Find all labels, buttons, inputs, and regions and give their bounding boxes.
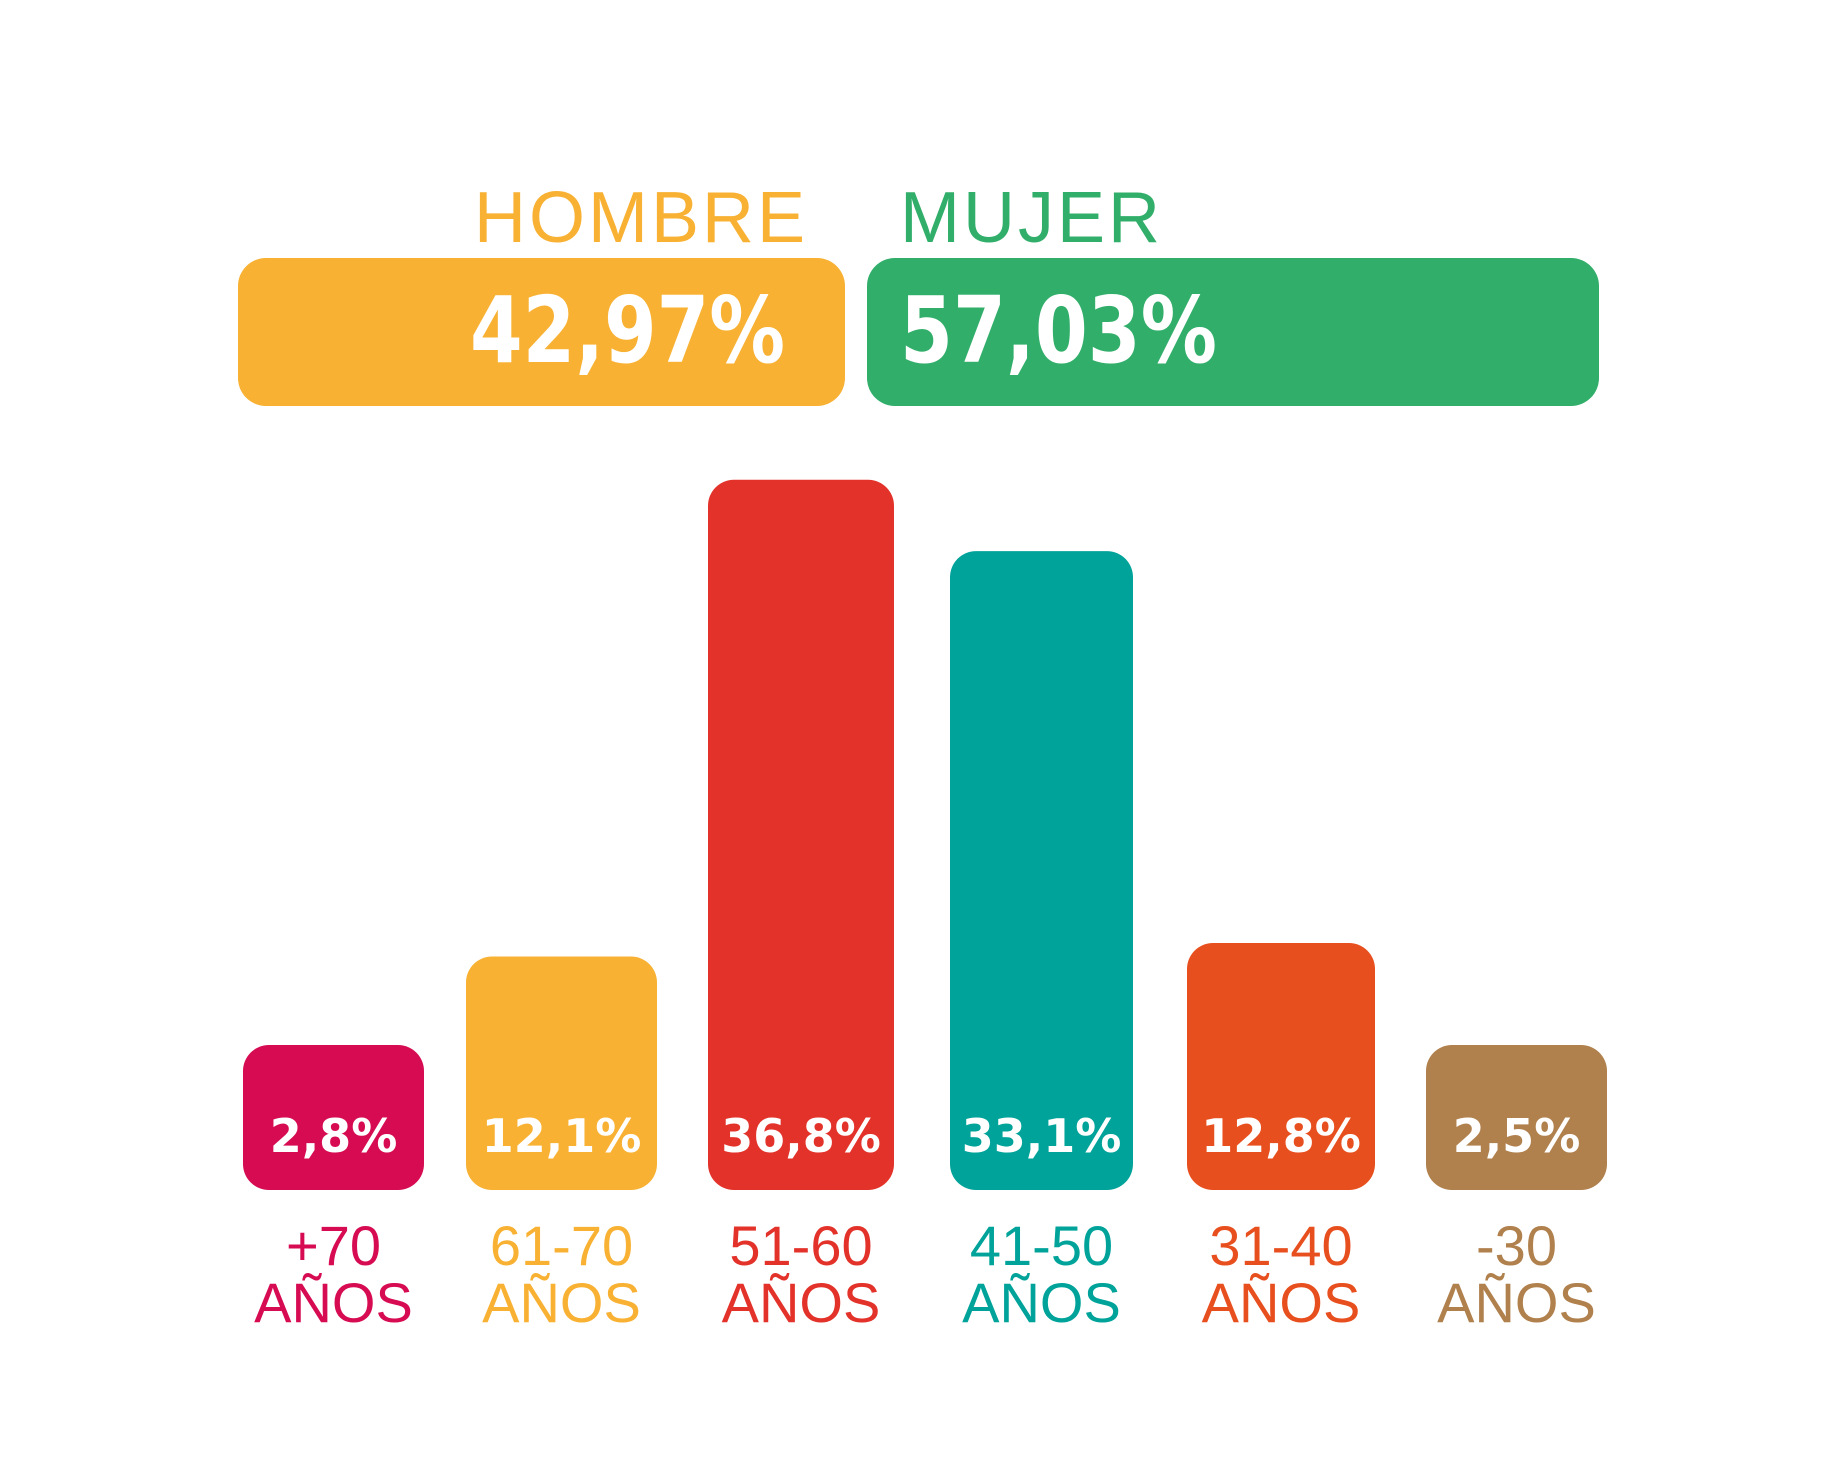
male-label: HOMBRE [474, 178, 808, 258]
category-label-31-40: 31-40 AÑOS [1202, 1214, 1361, 1334]
category-label-41-50: 41-50 AÑOS [962, 1214, 1121, 1334]
category-label-51-60: 51-60 AÑOS [722, 1214, 881, 1334]
male-percentage-bar [238, 258, 845, 406]
male-percentage-value: 42,97% [470, 277, 785, 384]
age-bars [243, 479, 1607, 1190]
value-label-30: 2,5% [1453, 1109, 1581, 1163]
age-value-labels: 2,8% 12,1% 36,8% 33,1% 12,8% 2,5% [270, 1109, 1581, 1163]
female-label: MUJER [900, 178, 1163, 258]
age-category-labels: +70 AÑOS 61-70 AÑOS 51-60 AÑOS 41-50 AÑOS 31-40 A… [254, 1214, 1596, 1334]
gender-split: HOMBRE MUJER 42,97% 57,03% [238, 178, 1599, 406]
bar-70 [243, 1045, 424, 1190]
value-label-51-60: 36,8% [721, 1109, 881, 1163]
female-percentage-value: 57,03% [900, 277, 1217, 384]
bar-31-40 [1187, 942, 1375, 1190]
category-label-61-70: 61-70 AÑOS [482, 1214, 641, 1334]
bar-51-60 [708, 479, 894, 1190]
bar-30 [1426, 1045, 1607, 1190]
bar-61-70 [466, 956, 657, 1190]
female-percentage-bar [867, 258, 1599, 406]
category-label-30: -30 AÑOS [1437, 1214, 1596, 1334]
bar-41-50 [950, 551, 1133, 1190]
value-label-41-50: 33,1% [962, 1109, 1122, 1163]
value-label-70: 2,8% [270, 1109, 398, 1163]
value-label-31-40: 12,8% [1201, 1109, 1361, 1163]
category-label-70: +70 AÑOS [254, 1214, 413, 1334]
value-label-61-70: 12,1% [482, 1109, 642, 1163]
